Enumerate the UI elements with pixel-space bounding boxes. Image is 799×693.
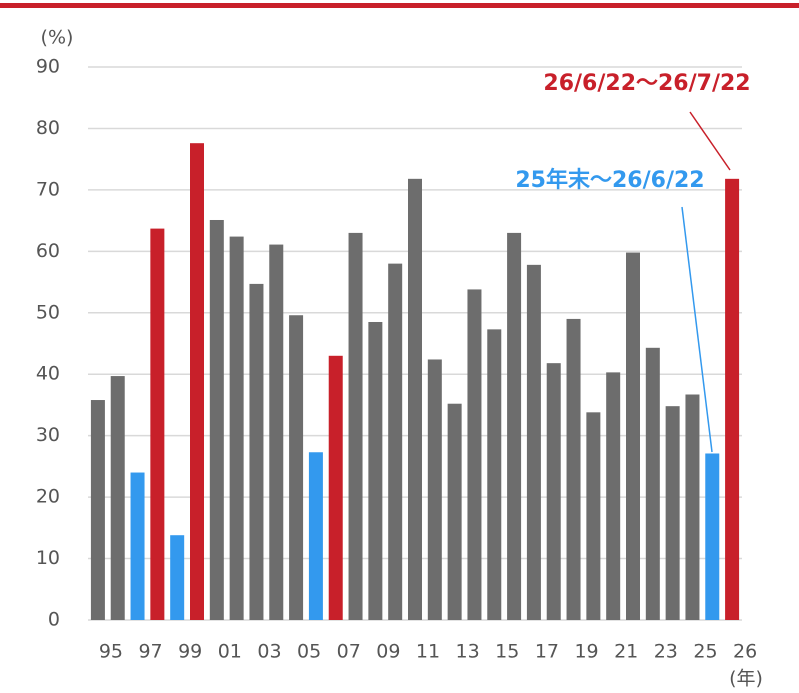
bar [249, 283, 264, 620]
bar [170, 535, 185, 620]
y-tick-label: 20 [36, 486, 60, 508]
x-tick-label: 19 [574, 641, 598, 663]
x-tick-label: 05 [297, 641, 321, 663]
x-tick-label: 17 [535, 641, 559, 663]
annotation: 25年末～26/6/22 [515, 167, 704, 193]
bar [90, 400, 105, 620]
bar [190, 143, 204, 621]
bar [229, 236, 244, 620]
top-rule [0, 3, 799, 8]
bar [388, 263, 403, 620]
x-tick-label: 03 [257, 641, 281, 663]
bar [685, 394, 700, 620]
x-tick-label: 95 [99, 641, 123, 663]
bar [645, 347, 660, 620]
y-tick-label: 60 [36, 240, 60, 262]
bar [705, 453, 720, 620]
y-tick-label: 40 [36, 363, 60, 385]
bar [110, 376, 125, 620]
bar [507, 232, 522, 620]
bar [348, 232, 363, 620]
x-unit: (年) [729, 668, 763, 690]
bar [526, 264, 541, 620]
bar [308, 452, 323, 620]
x-tick-label: 26 [733, 641, 757, 663]
bar [289, 315, 304, 620]
y-tick-label: 80 [36, 117, 60, 139]
x-tick-label: 99 [178, 641, 202, 663]
x-tick-label: 97 [138, 641, 162, 663]
bar [487, 329, 502, 620]
y-tick-label: 10 [36, 547, 60, 569]
x-tick-label: 15 [495, 641, 519, 663]
x-tick-label: 11 [416, 641, 440, 663]
bar [546, 363, 561, 620]
x-tick-label: 09 [376, 641, 400, 663]
x-tick-label: 13 [456, 641, 480, 663]
bar [408, 178, 422, 620]
bar [447, 403, 462, 620]
bar [209, 219, 224, 620]
bar [725, 178, 740, 620]
y-tick-label: 30 [36, 424, 60, 446]
annotation-leader [681, 206, 713, 453]
bar [427, 359, 442, 620]
y-tick-label: 90 [36, 56, 60, 78]
bar [130, 472, 145, 620]
bar [150, 228, 165, 621]
bar [606, 372, 621, 620]
bar [328, 355, 343, 620]
x-tick-label: 21 [614, 641, 638, 663]
y-tick-label: 70 [36, 178, 60, 200]
bar [368, 321, 383, 620]
annotation: 26/6/22～26/7/22 [543, 71, 750, 96]
bar [665, 406, 680, 620]
y-tick-label: 0 [48, 609, 60, 631]
bar [586, 412, 601, 620]
bar [626, 252, 640, 620]
bar [566, 318, 581, 620]
x-tick-label: 23 [654, 641, 678, 663]
y-tick-label: 50 [36, 301, 60, 323]
bar [269, 244, 284, 620]
annotation-leader [689, 111, 731, 171]
x-tick-label: 07 [337, 641, 361, 663]
y-unit: (%) [41, 27, 74, 49]
x-tick-label: 01 [218, 641, 242, 663]
bar [467, 289, 482, 620]
x-tick-label: 25 [693, 641, 717, 663]
